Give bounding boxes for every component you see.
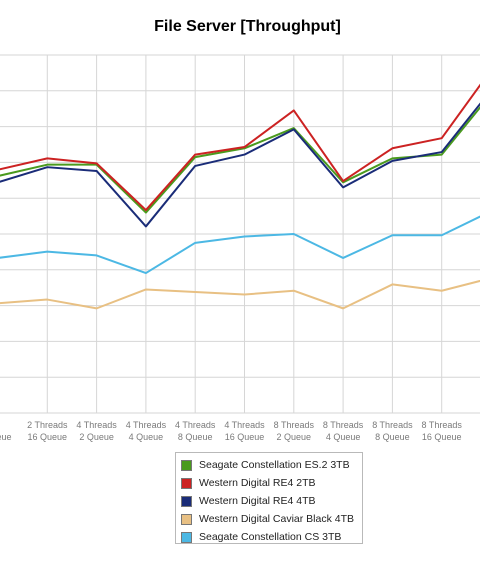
series-line-1 [0, 83, 480, 212]
series-line-3 [0, 279, 480, 310]
legend-label: Western Digital RE4 2TB [199, 477, 316, 489]
x-tick-label-line1: 2 Threads [27, 420, 68, 430]
chart-plot: Queue 2 Threads 16 Queue 4 Threads 2 Queue 4 … [0, 54, 480, 442]
x-tick-label-line2: 16 Queue [28, 432, 68, 442]
legend-swatch [181, 513, 192, 525]
x-tick-label-line2: 16 Queue [422, 432, 462, 442]
legend-item: Seagate Constellation CS 3TB [176, 528, 362, 546]
series-line-2 [0, 102, 480, 228]
legend-swatch [181, 495, 192, 507]
series-line-0 [0, 105, 480, 214]
x-tick-label-line1: 8 Threads [422, 420, 463, 430]
x-tick-label-line1: 4 Threads [175, 420, 216, 430]
grid-lines [0, 54, 480, 414]
legend-item: Western Digital Caviar Black 4TB [176, 510, 362, 528]
chart-title: File Server [Throughput] [154, 18, 341, 35]
x-tick-label-line1: 8 Threads [274, 420, 315, 430]
legend: Seagate Constellation ES.2 3TB Western Di… [175, 452, 363, 544]
legend-label: Seagate Constellation CS 3TB [199, 531, 342, 543]
x-tick-label-line2: 8 Queue [375, 432, 410, 442]
x-tick-label-line1: 4 Threads [76, 420, 117, 430]
legend-item: Western Digital RE4 4TB [176, 492, 362, 510]
x-tick-label-line2: 4 Queue [326, 432, 361, 442]
x-tick-label-line2: 2 Queue [79, 432, 114, 442]
series-lines [0, 83, 480, 310]
x-tick-label-line1: 8 Threads [323, 420, 364, 430]
legend-label: Western Digital Caviar Black 4TB [199, 513, 355, 525]
x-tick-label-line2: 4 Queue [129, 432, 164, 442]
legend-label: Seagate Constellation ES.2 3TB [199, 459, 350, 471]
legend-swatch [181, 531, 192, 543]
series-line-4 [0, 215, 480, 275]
legend-item: Seagate Constellation ES.2 3TB [176, 456, 362, 474]
legend-item: Western Digital RE4 2TB [176, 474, 362, 492]
x-tick-label-line2: 2 Queue [277, 432, 312, 442]
x-tick-label-line1: 4 Threads [224, 420, 265, 430]
x-tick-labels: Queue 2 Threads 16 Queue 4 Threads 2 Queue 4 … [0, 420, 463, 442]
legend-swatch [181, 477, 192, 489]
x-tick-label-line2: 16 Queue [225, 432, 265, 442]
x-tick-label-line2: 8 Queue [178, 432, 213, 442]
x-tick-label-line1: 4 Threads [126, 420, 167, 430]
legend-swatch [181, 459, 192, 471]
x-tick-label-line1: 8 Threads [372, 420, 413, 430]
x-tick-label-line2: Queue [0, 432, 12, 442]
legend-label: Western Digital RE4 4TB [199, 495, 316, 507]
